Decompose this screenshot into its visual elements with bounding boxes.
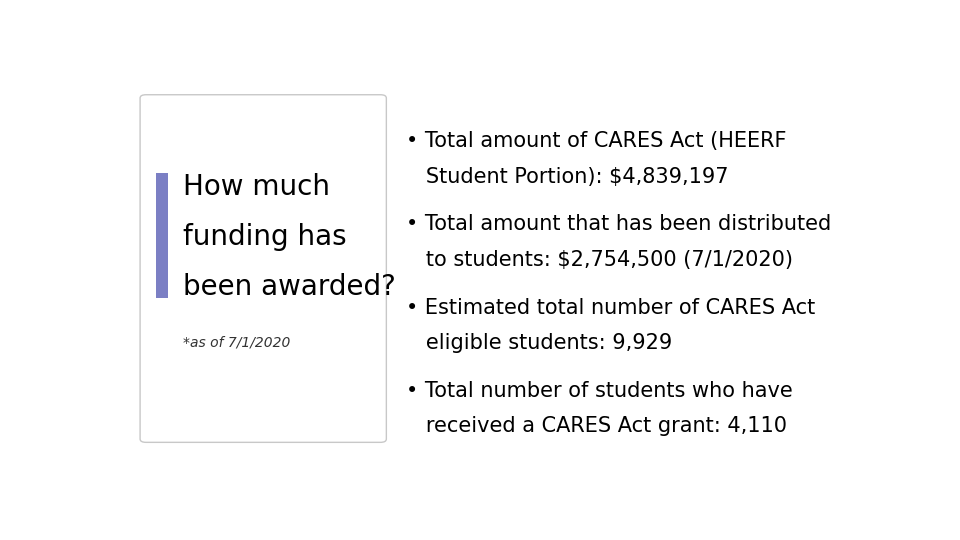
Text: • Total amount of CARES Act (HEERF: • Total amount of CARES Act (HEERF bbox=[406, 131, 787, 151]
Text: received a CARES Act grant: 4,110: received a CARES Act grant: 4,110 bbox=[406, 416, 787, 436]
Text: eligible students: 9,929: eligible students: 9,929 bbox=[406, 333, 673, 353]
Text: How much: How much bbox=[183, 173, 330, 201]
Text: Student Portion): $4,839,197: Student Portion): $4,839,197 bbox=[406, 167, 729, 187]
Text: to students: $2,754,500 (7/1/2020): to students: $2,754,500 (7/1/2020) bbox=[406, 250, 793, 270]
Bar bbox=[156, 173, 168, 298]
Text: *as of 7/1/2020: *as of 7/1/2020 bbox=[183, 335, 291, 349]
Text: • Total amount that has been distributed: • Total amount that has been distributed bbox=[406, 214, 831, 234]
Text: • Total number of students who have: • Total number of students who have bbox=[406, 381, 793, 401]
Text: funding has: funding has bbox=[183, 223, 347, 251]
FancyBboxPatch shape bbox=[140, 94, 386, 442]
Text: been awarded?: been awarded? bbox=[183, 273, 396, 301]
Text: • Estimated total number of CARES Act: • Estimated total number of CARES Act bbox=[406, 298, 816, 318]
